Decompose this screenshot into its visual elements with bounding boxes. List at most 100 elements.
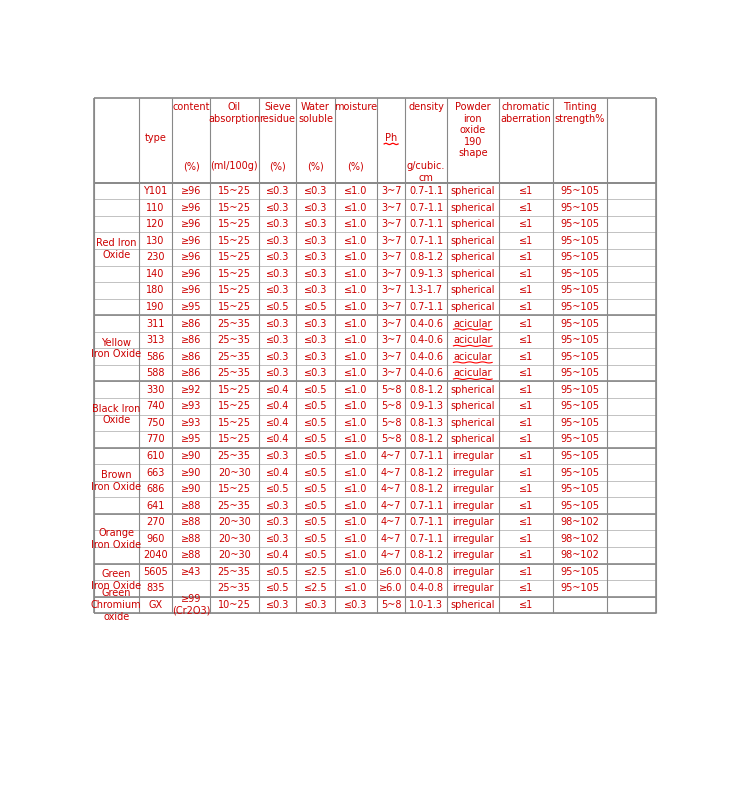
Text: 0.8-1.2: 0.8-1.2: [409, 550, 443, 560]
Text: 15~25: 15~25: [218, 285, 251, 295]
Text: 20~30: 20~30: [218, 550, 251, 560]
Text: 311: 311: [146, 318, 164, 329]
Text: 0.8-1.3: 0.8-1.3: [409, 418, 443, 428]
Text: 25~35: 25~35: [218, 368, 251, 379]
Text: irregular: irregular: [452, 467, 493, 478]
Text: irregular: irregular: [452, 451, 493, 461]
Text: Tinting
strength%: Tinting strength%: [555, 102, 605, 124]
Text: acicular: acicular: [453, 335, 492, 345]
Text: Water
soluble: Water soluble: [298, 102, 333, 124]
Text: acicular: acicular: [453, 368, 492, 379]
Text: ≥88: ≥88: [181, 517, 201, 527]
Text: 4~7: 4~7: [381, 517, 401, 527]
Text: ≥88: ≥88: [181, 550, 201, 560]
Text: acicular: acicular: [453, 352, 492, 362]
Text: ≤1.0: ≤1.0: [344, 418, 368, 428]
Text: 110: 110: [146, 203, 164, 213]
Text: 0.8-1.2: 0.8-1.2: [409, 484, 443, 494]
Text: ≤0.4: ≤0.4: [265, 435, 289, 444]
Text: irregular: irregular: [452, 484, 493, 494]
Text: ≥96: ≥96: [181, 268, 201, 279]
Text: ≤0.3: ≤0.3: [265, 534, 289, 544]
Text: ≤0.3: ≤0.3: [304, 600, 327, 610]
Text: 95~105: 95~105: [561, 186, 599, 196]
Text: ≤0.3: ≤0.3: [304, 368, 327, 379]
Text: Black Iron
Oxide: Black Iron Oxide: [92, 404, 140, 425]
Text: 15~25: 15~25: [218, 219, 251, 229]
Text: ≥90: ≥90: [181, 451, 201, 461]
Text: 25~35: 25~35: [218, 318, 251, 329]
Text: ≤1: ≤1: [519, 402, 533, 411]
Text: ≤1: ≤1: [519, 517, 533, 527]
Text: ≤0.5: ≤0.5: [265, 567, 289, 577]
Text: 95~105: 95~105: [561, 501, 599, 511]
Text: 3~7: 3~7: [381, 186, 401, 196]
Text: Brown
Iron Oxide: Brown Iron Oxide: [91, 470, 141, 492]
Text: ≥95: ≥95: [181, 302, 201, 312]
Text: spherical: spherical: [450, 203, 495, 213]
Text: ≤0.3: ≤0.3: [304, 268, 327, 279]
Text: 95~105: 95~105: [561, 435, 599, 444]
Text: 3~7: 3~7: [381, 285, 401, 295]
Text: ≤0.3: ≤0.3: [265, 600, 289, 610]
Text: 95~105: 95~105: [561, 385, 599, 394]
Text: 2040: 2040: [143, 550, 168, 560]
Text: 95~105: 95~105: [561, 236, 599, 246]
Text: 3~7: 3~7: [381, 253, 401, 262]
Text: ≤0.4: ≤0.4: [265, 402, 289, 411]
Text: 3~7: 3~7: [381, 352, 401, 362]
Text: ≤0.3: ≤0.3: [304, 335, 327, 345]
Text: (%): (%): [307, 162, 324, 171]
Text: GX: GX: [148, 600, 162, 610]
Text: ≤0.3: ≤0.3: [265, 219, 289, 229]
Text: spherical: spherical: [450, 302, 495, 312]
Text: ≤1.0: ≤1.0: [344, 584, 368, 593]
Text: content: content: [173, 102, 210, 112]
Text: ≥96: ≥96: [181, 253, 201, 262]
Text: irregular: irregular: [452, 567, 493, 577]
Text: ≤0.3: ≤0.3: [265, 203, 289, 213]
Text: 98~102: 98~102: [561, 550, 599, 560]
Text: 663: 663: [146, 467, 164, 478]
Text: ≤0.3: ≤0.3: [304, 253, 327, 262]
Text: Y101: Y101: [143, 186, 167, 196]
Text: 0.4-0.8: 0.4-0.8: [409, 567, 443, 577]
Text: ≤1.0: ≤1.0: [344, 219, 368, 229]
Text: ≤0.5: ≤0.5: [265, 484, 289, 494]
Text: ≤0.5: ≤0.5: [303, 418, 327, 428]
Text: ≤1: ≤1: [519, 236, 533, 246]
Text: 0.7-1.1: 0.7-1.1: [409, 501, 443, 511]
Text: ≤0.5: ≤0.5: [265, 584, 289, 593]
Text: 10~25: 10~25: [218, 600, 251, 610]
Text: 15~25: 15~25: [218, 203, 251, 213]
Text: 0.4-0.6: 0.4-0.6: [409, 335, 443, 345]
Text: ≥96: ≥96: [181, 236, 201, 246]
Text: 5~8: 5~8: [381, 418, 401, 428]
Text: ≤1.0: ≤1.0: [344, 484, 368, 494]
Text: ≤0.3: ≤0.3: [265, 285, 289, 295]
Text: (%): (%): [269, 162, 286, 171]
Text: ≤1.0: ≤1.0: [344, 268, 368, 279]
Text: 0.7-1.1: 0.7-1.1: [409, 302, 443, 312]
Text: ≤0.5: ≤0.5: [303, 517, 327, 527]
Text: 95~105: 95~105: [561, 567, 599, 577]
Text: 25~35: 25~35: [218, 567, 251, 577]
Text: 140: 140: [146, 268, 164, 279]
Text: ≤1.0: ≤1.0: [344, 302, 368, 312]
Text: ≤1: ≤1: [519, 285, 533, 295]
Text: 180: 180: [146, 285, 164, 295]
Text: 0.7-1.1: 0.7-1.1: [409, 219, 443, 229]
Text: ≤0.3: ≤0.3: [265, 501, 289, 511]
Text: Ph: Ph: [385, 133, 397, 143]
Text: ≤0.3: ≤0.3: [265, 517, 289, 527]
Text: ≤1: ≤1: [519, 584, 533, 593]
Text: irregular: irregular: [452, 501, 493, 511]
Text: 95~105: 95~105: [561, 418, 599, 428]
Text: ≤1.0: ≤1.0: [344, 451, 368, 461]
Text: 95~105: 95~105: [561, 352, 599, 362]
Text: moisture: moisture: [334, 102, 377, 112]
Text: spherical: spherical: [450, 253, 495, 262]
Text: ≤0.5: ≤0.5: [303, 467, 327, 478]
Text: 3~7: 3~7: [381, 368, 401, 379]
Text: acicular: acicular: [453, 318, 492, 329]
